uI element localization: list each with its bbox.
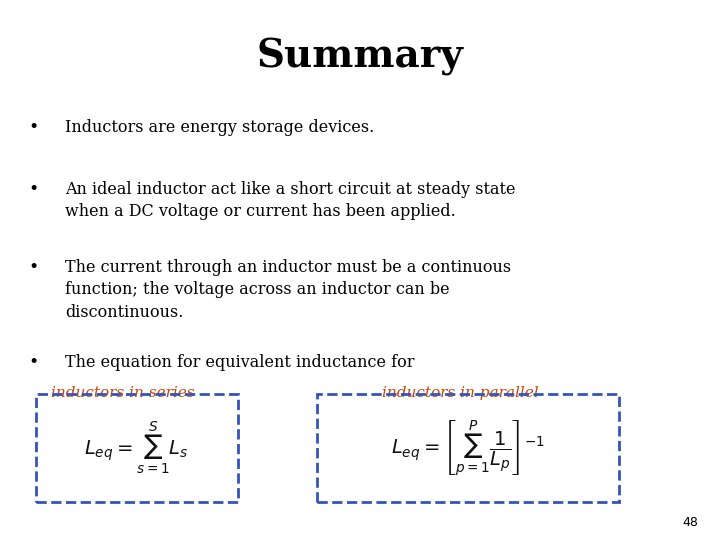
Text: The equation for equivalent inductance for: The equation for equivalent inductance f… xyxy=(65,354,414,370)
Text: inductors in series: inductors in series xyxy=(50,386,194,400)
Text: •: • xyxy=(29,259,39,276)
Text: •: • xyxy=(29,119,39,136)
Text: Summary: Summary xyxy=(256,38,464,76)
Text: $L_{eq} = \left[\sum_{p=1}^{P} \dfrac{1}{L_p}\right]^{-1}$: $L_{eq} = \left[\sum_{p=1}^{P} \dfrac{1}… xyxy=(391,418,545,478)
Text: An ideal inductor act like a short circuit at steady state
when a DC voltage or : An ideal inductor act like a short circu… xyxy=(65,181,516,220)
Text: $L_{eq} = \sum_{s=1}^{S} L_s$: $L_{eq} = \sum_{s=1}^{S} L_s$ xyxy=(84,420,189,476)
Text: •: • xyxy=(29,354,39,370)
Text: The current through an inductor must be a continuous
function; the voltage acros: The current through an inductor must be … xyxy=(65,259,511,321)
Text: 48: 48 xyxy=(683,516,698,529)
Text: inductors in parallel: inductors in parallel xyxy=(382,386,539,400)
Text: •: • xyxy=(29,181,39,198)
Text: Inductors are energy storage devices.: Inductors are energy storage devices. xyxy=(65,119,374,136)
